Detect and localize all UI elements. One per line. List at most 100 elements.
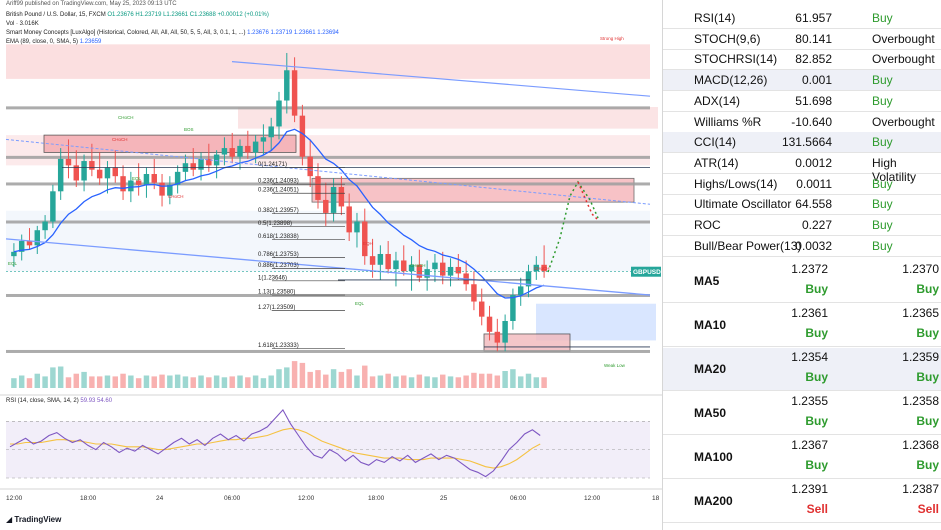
- indicator-action: Buy: [872, 238, 893, 253]
- volume-bar: [221, 377, 228, 388]
- volume-bar: [315, 370, 321, 388]
- candle-body: [330, 186, 337, 213]
- symbol-title[interactable]: British Pound / U.S. Dollar, 15, FXCM: [6, 12, 106, 18]
- indicator-row: RSI(14) 61.957 Buy: [663, 8, 941, 29]
- candle-body: [478, 301, 485, 317]
- smc-title: Smart Money Concepts [LuxAlgo] (Historic…: [6, 30, 246, 36]
- smc-legend[interactable]: Smart Money Concepts [LuxAlgo] (Historic…: [6, 30, 339, 36]
- candle-body: [315, 176, 321, 200]
- indicator-value: 131.5664: [781, 135, 832, 150]
- indicator-action: Buy: [872, 93, 893, 108]
- indicator-value: 0.0032: [795, 238, 832, 253]
- trendline: [5, 138, 651, 205]
- indicator-row: ATR(14) 0.0012 High Volatility: [663, 153, 941, 184]
- ma-exp-action: Buy: [916, 414, 939, 428]
- candle-body: [26, 241, 33, 246]
- indicator-row: ADX(14) 51.698 Buy: [663, 91, 941, 112]
- fib-level-label: 1.27(1.23509): [258, 305, 295, 311]
- indicator-value: -10.640: [791, 114, 832, 129]
- premium-zone: [6, 44, 650, 79]
- trendline: [231, 61, 651, 97]
- candle-body: [245, 145, 251, 153]
- candle-body: [81, 161, 87, 181]
- ma-simple-value: 1.2391: [791, 482, 828, 496]
- candle-body: [517, 286, 524, 296]
- volume-bar: [18, 375, 25, 388]
- volume-bar: [432, 377, 438, 388]
- candle-body: [104, 167, 111, 179]
- tradingview-logo[interactable]: ◢ TradingView: [6, 515, 61, 524]
- volume-bar: [416, 374, 423, 388]
- ma-simple-action: Sell: [806, 502, 828, 516]
- volume-bar: [447, 376, 454, 388]
- fib-level-label: 1.618(1.23333): [258, 343, 299, 349]
- tradingview-icon: ◢: [6, 515, 15, 524]
- volume-bar: [541, 377, 547, 388]
- volume-bar: [42, 376, 48, 388]
- candle-body: [502, 320, 508, 343]
- volume-bar: [471, 372, 477, 388]
- candle-body: [260, 137, 267, 142]
- volume-bar: [517, 376, 524, 388]
- indicator-row: Bull/Bear Power(13) 0.0032 Buy: [663, 236, 941, 257]
- candle-body: [213, 154, 220, 166]
- key-level-line: [6, 106, 650, 110]
- price-chart[interactable]: CHoCH BOS CHoCH CHoCH EQL CHoCH CHoCH EQL Strong…: [0, 0, 662, 530]
- ema-legend[interactable]: EMA (89, close, 0, SMA, 5) 1.23659: [6, 39, 101, 45]
- volume-bar: [73, 373, 80, 388]
- candle-body: [128, 180, 134, 192]
- indicator-value: 51.698: [795, 93, 832, 108]
- publisher-line: Ariff99 published on TradingView.com, Ma…: [6, 1, 177, 7]
- rsi-legend[interactable]: RSI (14, close, SMA, 14, 2) 59.93 54.60: [6, 398, 112, 404]
- indicator-action: Overbought: [872, 31, 935, 46]
- indicator-value: 61.957: [795, 11, 832, 25]
- ma-simple-action: Buy: [805, 326, 828, 340]
- volume-legend[interactable]: Vol · 3.016K: [6, 21, 39, 27]
- key-level-line: [6, 155, 650, 159]
- indicator-value: 0.0011: [796, 176, 832, 191]
- volume-bar: [26, 378, 33, 388]
- fib-level-label: 0.236(1.24051): [258, 188, 299, 194]
- volume-bar: [182, 376, 189, 388]
- chart-panel[interactable]: CHoCH BOS CHoCH CHoCH EQL CHoCH CHoCH EQL Strong…: [0, 0, 663, 530]
- ma-name: MA20: [694, 362, 727, 376]
- volume-bar: [96, 376, 103, 388]
- indicator-name: STOCHRSI(14): [694, 52, 778, 67]
- candle-body: [112, 167, 118, 177]
- indicator-value: 82.852: [795, 52, 832, 67]
- candle-body: [89, 161, 95, 170]
- ma-name: MA5: [694, 274, 720, 288]
- candle-body: [284, 70, 290, 101]
- fib-level-label: 1.13(1.23580): [258, 290, 295, 296]
- ma-exp-action: Buy: [916, 282, 939, 296]
- time-axis-label: 25: [440, 495, 448, 502]
- candle-body: [151, 174, 157, 183]
- ma-simple-value: 1.2367: [791, 438, 828, 452]
- fib-level-label: 0.886(1.23703): [258, 263, 299, 269]
- candle-body: [338, 186, 345, 207]
- candle-body: [276, 100, 282, 127]
- ma-simple-value: 1.2361: [791, 306, 828, 320]
- indicator-name: Bull/Bear Power(13): [694, 238, 802, 253]
- volume-bar: [330, 369, 337, 388]
- ma-exp-action: Buy: [916, 458, 939, 472]
- volume-bar: [34, 373, 41, 388]
- moving-average-row: MA100 1.2367 Buy 1.2368 Buy: [663, 436, 941, 479]
- supply-zone: [238, 107, 658, 129]
- volume-bar: [276, 369, 282, 388]
- indicator-value: 80.141: [795, 31, 832, 46]
- candle-body: [11, 251, 17, 257]
- time-axis-label: 12:00: [6, 495, 23, 502]
- ma-exp-value: 1.2370: [902, 262, 939, 276]
- ma-exp-action: Sell: [917, 502, 939, 516]
- candle-body: [440, 262, 446, 276]
- projection-path: [547, 180, 599, 273]
- volume-bar: [393, 376, 399, 388]
- candle-body: [65, 158, 72, 166]
- fib-level-label: 0(1.24171): [258, 162, 287, 168]
- volume-bar: [424, 376, 430, 388]
- candle-body: [486, 316, 493, 332]
- rsi-title: RSI (14, close, SMA, 14, 2): [6, 398, 79, 404]
- ma-exp-value: 1.2359: [902, 350, 939, 364]
- candle-body: [354, 221, 360, 233]
